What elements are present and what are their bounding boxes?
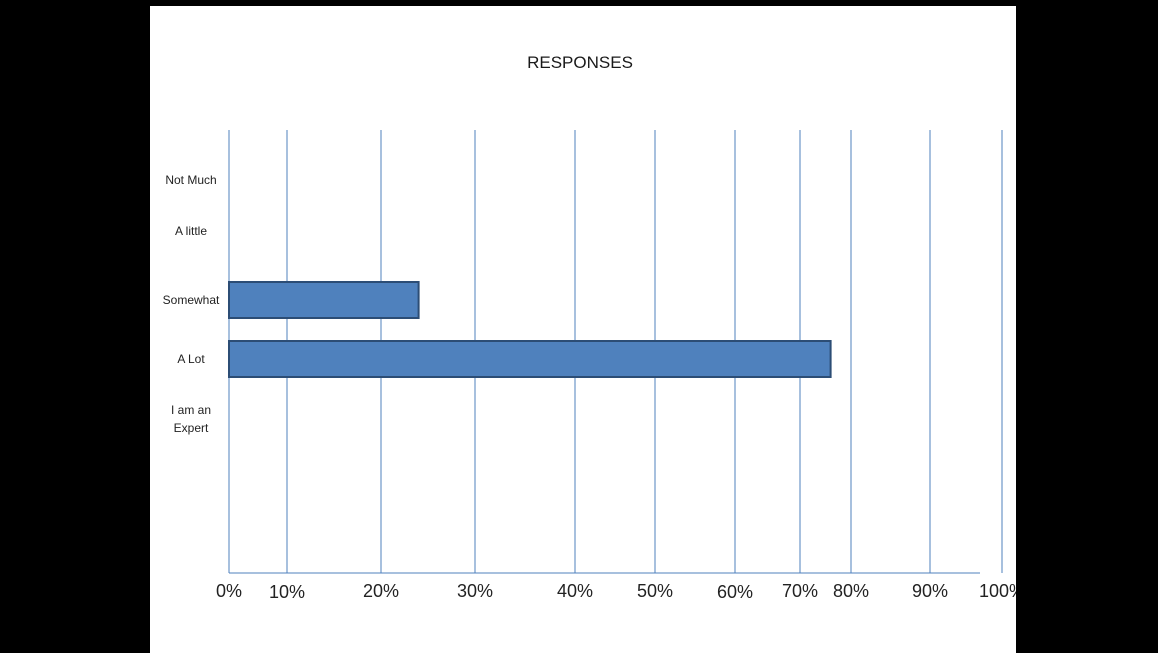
category-label: A little: [175, 224, 207, 238]
x-tick-label: 80%: [833, 581, 869, 601]
bar-somewhat: [228, 281, 420, 319]
x-tick-label: 40%: [557, 581, 593, 601]
slide: RESPONSES Not Much A little Somewhat A Lot I…: [150, 6, 1016, 653]
bar-a-lot: [228, 340, 832, 378]
category-label: A Lot: [177, 352, 205, 366]
category-label: Somewhat: [163, 293, 220, 307]
x-tick-label: 50%: [637, 581, 673, 601]
x-tick-label: 0%: [216, 581, 242, 601]
x-tick-label: 70%: [782, 581, 818, 601]
x-tick-label: 10%: [269, 582, 305, 602]
bar-chart: RESPONSES Not Much A little Somewhat A Lot I…: [163, 53, 1016, 602]
x-tick-label: 60%: [717, 582, 753, 602]
category-label: Not Much: [165, 173, 216, 187]
x-tick-labels: 0% 10% 20% 30% 40% 50% 60% 70% 80% 90% 100%: [216, 581, 1016, 602]
category-labels: Not Much A little Somewhat A Lot I am an Expe…: [163, 173, 220, 435]
x-tick-label: 20%: [363, 581, 399, 601]
category-label: I am an Expert: [171, 403, 211, 435]
x-tick-label: 100%: [979, 581, 1016, 601]
bars: [228, 281, 832, 378]
x-tick-label: 90%: [912, 581, 948, 601]
x-tick-label: 30%: [457, 581, 493, 601]
chart-title: RESPONSES: [527, 53, 633, 72]
